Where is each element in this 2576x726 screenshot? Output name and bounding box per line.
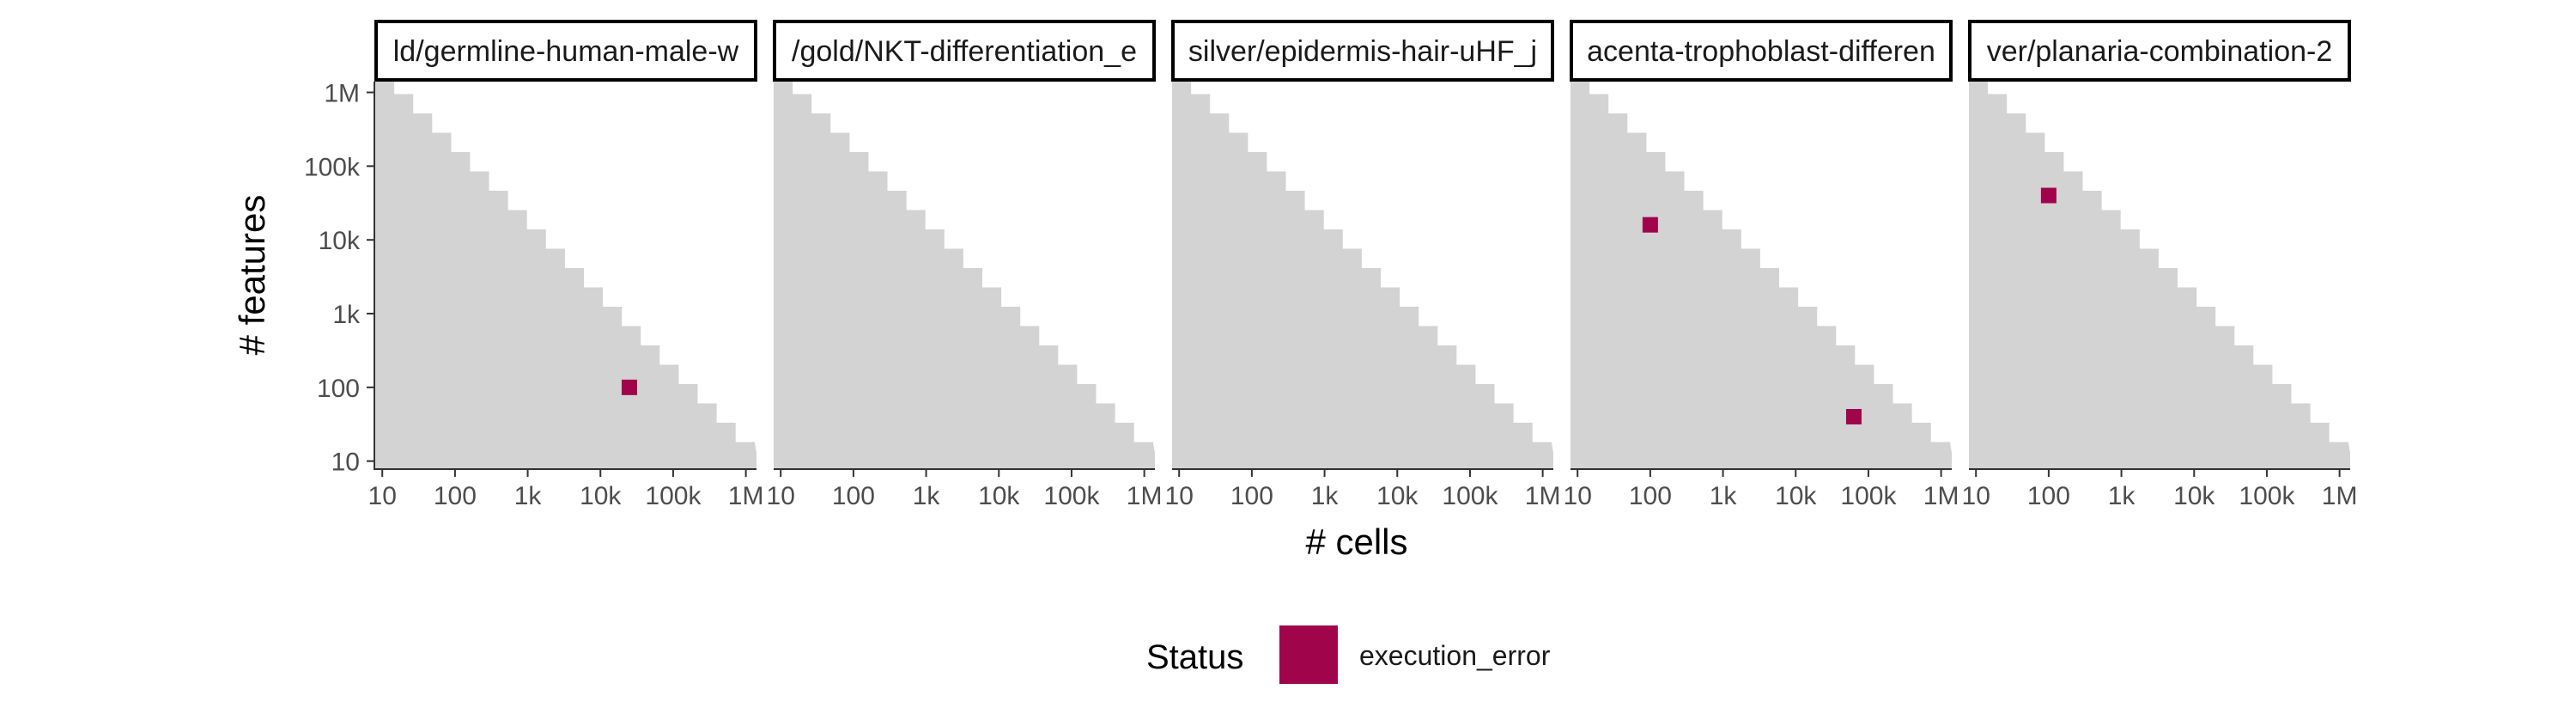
x-tick-label: 1M (2322, 482, 2358, 510)
x-tick-label: 10k (1376, 482, 1419, 510)
x-tick-label: 10 (767, 482, 795, 510)
strip-label-facet-3: silver/epidermis-hair-uHF_j (1188, 35, 1537, 68)
y-tick-label: 10k (319, 227, 361, 255)
x-tick-label: 100k (1840, 482, 1897, 510)
y-tick-label: 1M (324, 80, 360, 108)
strip-box-facet-3 (1171, 20, 1554, 82)
x-tick-label: 10k (2173, 482, 2215, 510)
x-tick-label: 100 (2027, 482, 2070, 510)
x-tick-label: 10 (368, 482, 397, 510)
strip-label-facet-4: acenta-trophoblast-differen (1587, 35, 1935, 68)
x-tick-label: 100k (645, 482, 702, 510)
x-tick-label: 1M (1127, 482, 1163, 510)
y-tick-label: 100 (317, 375, 360, 403)
x-tick-label: 100k (2239, 482, 2295, 510)
x-tick-label: 100k (1442, 482, 1498, 510)
x-tick-label: 10k (580, 482, 622, 510)
data-point-execution_error (621, 379, 637, 395)
x-tick-label: 1k (514, 482, 543, 510)
x-tick-label: 1M (1923, 482, 1959, 510)
x-tick-label: 1M (1525, 482, 1561, 510)
x-tick-label: 1k (2108, 482, 2136, 510)
x-tick-label: 10k (978, 482, 1020, 510)
data-point-execution_error (2040, 187, 2057, 204)
y-tick-label: 10 (331, 448, 360, 477)
strip-box-facet-2 (773, 20, 1156, 82)
x-tick-label: 10 (1564, 482, 1592, 510)
strip-label-facet-2: /gold/NKT-differentiation_e (792, 35, 1137, 68)
x-tick-label: 1k (1710, 482, 1738, 510)
staircase-area-facet-5 (1969, 82, 2350, 468)
staircase-area-facet-4 (1571, 82, 1952, 468)
strip-box-facet-1 (374, 20, 757, 82)
x-tick-label: 10 (1165, 482, 1194, 510)
x-tick-label: 100 (832, 482, 875, 510)
x-tick-label: 100 (434, 482, 477, 510)
x-tick-label: 1M (728, 482, 764, 510)
y-tick-label: 100k (304, 153, 361, 181)
staircase-area-facet-2 (774, 82, 1155, 468)
x-tick-label: 1k (913, 482, 941, 510)
legend-label: execution_error (1359, 640, 1551, 671)
legend-title: Status (1146, 638, 1243, 676)
x-tick-label: 100k (1043, 482, 1100, 510)
strip-box-facet-5 (1968, 20, 2351, 82)
y-axis-title: # features (232, 195, 272, 356)
strip-label-facet-1: ld/germline-human-male-w (393, 35, 739, 68)
x-tick-label: 100 (1230, 482, 1273, 510)
data-point-execution_error (1642, 217, 1658, 233)
x-tick-label: 1k (1311, 482, 1340, 510)
data-point-execution_error (1845, 409, 1862, 425)
strip-box-facet-4 (1570, 20, 1953, 82)
x-axis-title: # cells (1305, 522, 1407, 562)
x-tick-label: 10 (1962, 482, 1990, 510)
x-tick-label: 10k (1775, 482, 1817, 510)
staircase-area-facet-1 (375, 82, 756, 468)
staircase-area-facet-3 (1172, 82, 1553, 468)
x-tick-label: 100 (1629, 482, 1672, 510)
legend-swatch-execution_error (1279, 625, 1338, 684)
y-tick-label: 1k (332, 301, 361, 329)
strip-label-facet-5: ver/planaria-combination-2 (1987, 35, 2333, 68)
